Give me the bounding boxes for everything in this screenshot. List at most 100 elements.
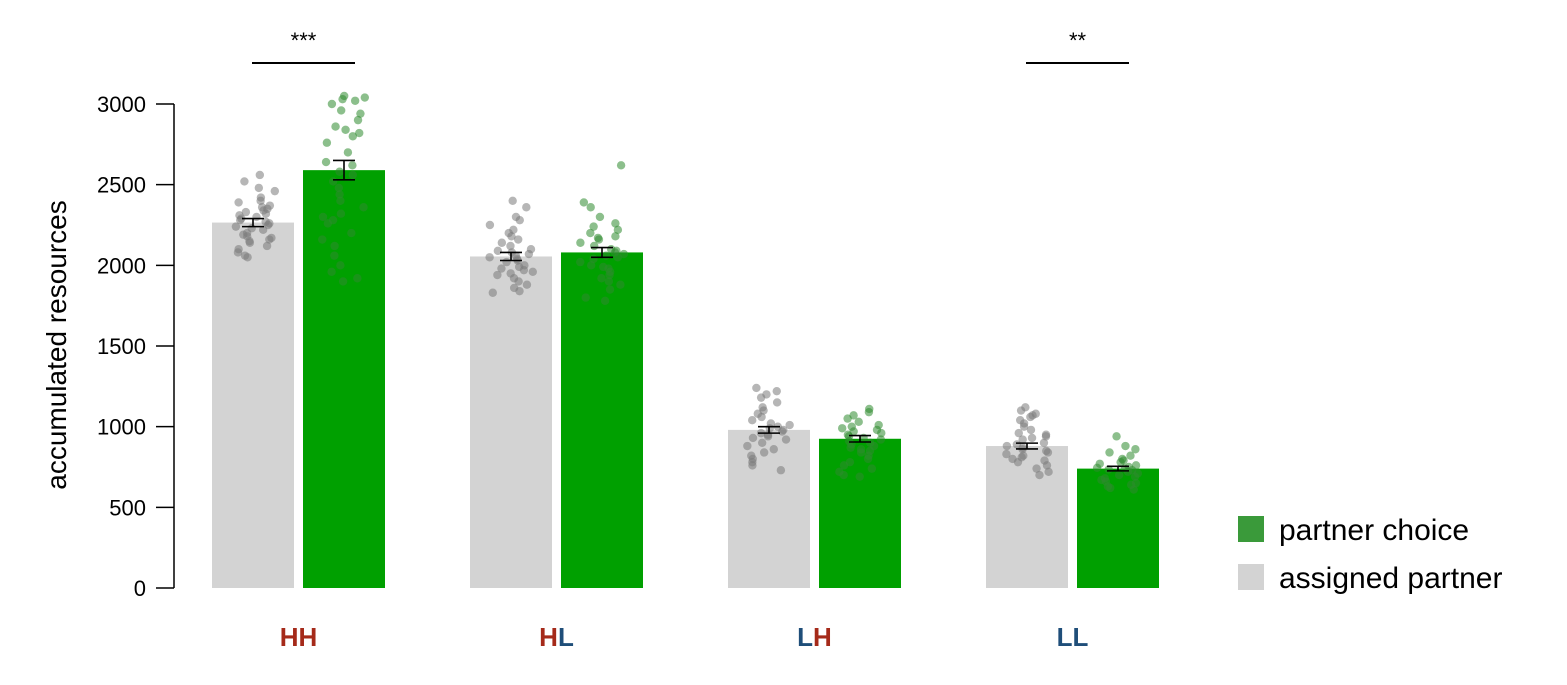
data-point <box>1016 406 1026 415</box>
data-point <box>335 190 344 199</box>
data-point <box>359 203 368 212</box>
data-point <box>497 238 507 247</box>
data-point <box>595 212 605 222</box>
data-point <box>781 435 791 444</box>
data-point <box>514 277 523 286</box>
data-point <box>327 267 336 276</box>
data-point <box>752 383 761 393</box>
data-point <box>843 414 852 423</box>
legend-swatch <box>1238 564 1264 590</box>
data-point <box>1019 422 1029 431</box>
category-letter: L <box>1073 622 1089 652</box>
data-point <box>616 161 626 170</box>
significance-markers: *** ** <box>252 28 1129 64</box>
data-point <box>1131 445 1140 454</box>
data-point <box>318 235 327 244</box>
bar-choice-lh <box>819 438 901 588</box>
data-point <box>1002 449 1011 459</box>
data-point <box>243 253 252 262</box>
data-point <box>604 277 614 286</box>
data-point <box>336 261 345 270</box>
data-point <box>348 161 357 170</box>
data-point <box>748 416 757 425</box>
data-point <box>338 94 347 104</box>
data-point <box>343 148 353 157</box>
data-point <box>360 93 370 102</box>
data-point <box>524 249 534 259</box>
category-letter: L <box>797 622 813 652</box>
data-point <box>1116 457 1125 467</box>
bar-choice-hl <box>561 252 643 588</box>
data-point <box>1042 461 1052 470</box>
data-point <box>353 115 363 125</box>
data-point <box>877 428 886 438</box>
data-point <box>867 464 877 473</box>
category-letter: L <box>1057 622 1073 652</box>
data-point <box>1026 425 1036 435</box>
data-point <box>600 296 610 306</box>
data-point <box>508 196 517 205</box>
data-point <box>507 232 516 241</box>
data-point <box>1112 432 1121 441</box>
data-point <box>785 420 794 430</box>
bar-assigned-hl <box>470 256 552 588</box>
data-point <box>1013 457 1023 467</box>
data-point <box>769 445 778 454</box>
significance-label: ** <box>1069 28 1087 53</box>
data-point <box>514 235 523 244</box>
data-point <box>611 219 620 228</box>
data-point <box>485 253 494 262</box>
data-point <box>515 286 524 296</box>
data-point <box>759 448 769 457</box>
data-point <box>485 220 495 230</box>
data-point <box>748 433 758 443</box>
bar-choice-hh <box>303 170 385 588</box>
data-point <box>1121 441 1130 451</box>
legend-swatch <box>1238 516 1264 542</box>
data-point <box>748 461 757 470</box>
data-point <box>772 386 781 396</box>
bar-assigned-lh <box>728 429 810 588</box>
error-bars <box>242 159 1129 472</box>
data-point <box>1027 433 1037 443</box>
data-point <box>231 222 241 231</box>
data-point <box>323 219 333 228</box>
category-label-lh: LH <box>797 622 832 652</box>
data-point <box>743 441 752 451</box>
y-tick-label: 2500 <box>97 173 146 198</box>
y-tick-label: 1500 <box>97 334 146 359</box>
data-point <box>1129 485 1138 494</box>
data-point <box>348 170 357 180</box>
data-point <box>255 170 265 180</box>
data-point <box>519 265 529 275</box>
data-point <box>356 109 365 118</box>
data-point <box>322 138 332 147</box>
y-tick-label: 3000 <box>97 92 146 117</box>
category-letter: H <box>539 622 558 652</box>
data-point <box>328 177 338 186</box>
data-point <box>863 454 873 464</box>
data-point <box>341 125 350 135</box>
data-point <box>1041 432 1051 441</box>
data-point <box>265 235 274 244</box>
data-point <box>493 270 502 280</box>
y-tick-label: 1000 <box>97 415 146 440</box>
data-point <box>589 222 598 231</box>
data-point <box>772 398 782 407</box>
data-point <box>270 186 280 196</box>
data-point <box>594 235 604 244</box>
data-point <box>506 241 515 251</box>
data-point <box>601 251 611 260</box>
category-letter: L <box>558 622 574 652</box>
data-point <box>355 128 364 138</box>
data-point <box>605 285 615 294</box>
legend: partner choice assigned partner <box>1238 514 1502 595</box>
data-point <box>876 435 886 444</box>
data-point <box>327 99 337 109</box>
legend-label: assigned partner <box>1279 562 1502 595</box>
data-point <box>1092 463 1102 473</box>
data-point <box>1044 467 1053 477</box>
data-point <box>856 448 866 457</box>
data-point <box>576 238 585 247</box>
